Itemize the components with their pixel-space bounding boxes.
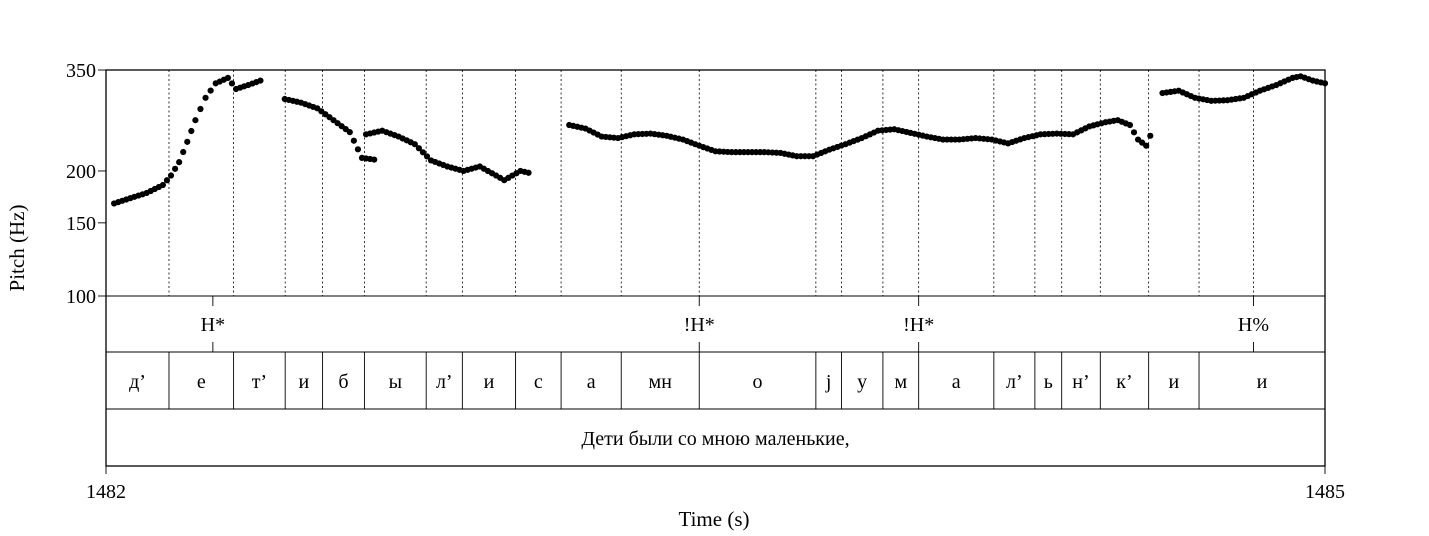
segment-label: к’ — [1116, 371, 1132, 393]
y-tick-label: 150 — [66, 213, 96, 235]
pitch-point — [1147, 132, 1154, 139]
segment-label: д’ — [129, 371, 146, 393]
segment-label: и — [299, 371, 310, 393]
segment-label: и — [484, 371, 495, 393]
segment-label: и — [1257, 371, 1268, 393]
segment-label: и — [1168, 371, 1179, 393]
segment-boundaries — [168, 70, 1254, 296]
segment-label: с — [534, 371, 543, 393]
word-label: Дети были со мною маленькие, — [581, 428, 849, 450]
y-axis-label: Pitch (Hz) — [5, 205, 29, 292]
pitch-point — [228, 80, 236, 87]
y-tick-label: 200 — [66, 161, 96, 183]
segment-label: а — [952, 371, 961, 393]
tone-label: !H* — [684, 314, 715, 336]
pitch-point — [423, 153, 431, 160]
segment-label: а — [587, 371, 596, 393]
segment-label: л’ — [1006, 371, 1023, 393]
pitch-point — [163, 177, 171, 184]
segment-label: мн — [649, 371, 673, 393]
axes: 350 200 150 100 1482 1485 — [66, 60, 1345, 503]
tone-label: H% — [1238, 314, 1269, 336]
pitch-point — [1130, 129, 1138, 136]
segment-label: е — [197, 371, 206, 393]
segment-label: j — [825, 371, 832, 393]
pitch-point — [184, 138, 191, 145]
segment-label: л’ — [436, 371, 453, 393]
pitch-point — [207, 87, 214, 94]
pitch-point — [419, 149, 427, 156]
segment-label: о — [753, 371, 763, 393]
pitch-point — [176, 159, 183, 166]
tone-label: H* — [201, 314, 225, 336]
annotation-tiers: H* !H* !H* H% д’ е т’ и б ы л’ и с а мн о j у м а л’ ь н’ к’ и и Д… — [129, 296, 1269, 450]
pitch-point — [257, 77, 264, 84]
segment-label: н’ — [1072, 371, 1089, 393]
y-tick-label: 100 — [66, 286, 96, 308]
pitch-point — [180, 148, 187, 156]
pitch-point — [167, 172, 175, 179]
pitch-point — [1143, 142, 1150, 149]
x-tick-label: 1485 — [1305, 481, 1345, 503]
y-tick-label: 350 — [66, 60, 96, 82]
pitch-point — [197, 105, 204, 113]
pitch-point — [354, 146, 362, 153]
pitch-point — [159, 181, 166, 189]
x-tick-label: 1482 — [86, 481, 126, 503]
pitch-point — [171, 165, 179, 172]
pitch-point — [350, 137, 357, 144]
tone-label: !H* — [903, 314, 934, 336]
segment-label: ь — [1044, 371, 1053, 393]
pitch-point — [202, 94, 209, 101]
segment-label: у — [857, 371, 867, 393]
pitch-point — [371, 156, 378, 163]
segment-label: м — [894, 371, 907, 393]
pitch-point — [415, 145, 422, 152]
pitch-point — [525, 169, 532, 176]
segment-label: б — [338, 371, 348, 393]
pitch-point — [1126, 121, 1134, 129]
x-axis-label: Time (s) — [679, 507, 750, 531]
pitch-point — [188, 127, 195, 135]
segment-label: ы — [389, 371, 402, 393]
segment-label: т’ — [252, 371, 267, 393]
pitch-point — [192, 117, 199, 124]
pitch-point — [224, 74, 231, 81]
chart-frame — [105, 69, 1326, 467]
pitch-point — [346, 129, 353, 136]
pitch-points — [111, 73, 1329, 207]
pitch-point — [411, 141, 418, 148]
